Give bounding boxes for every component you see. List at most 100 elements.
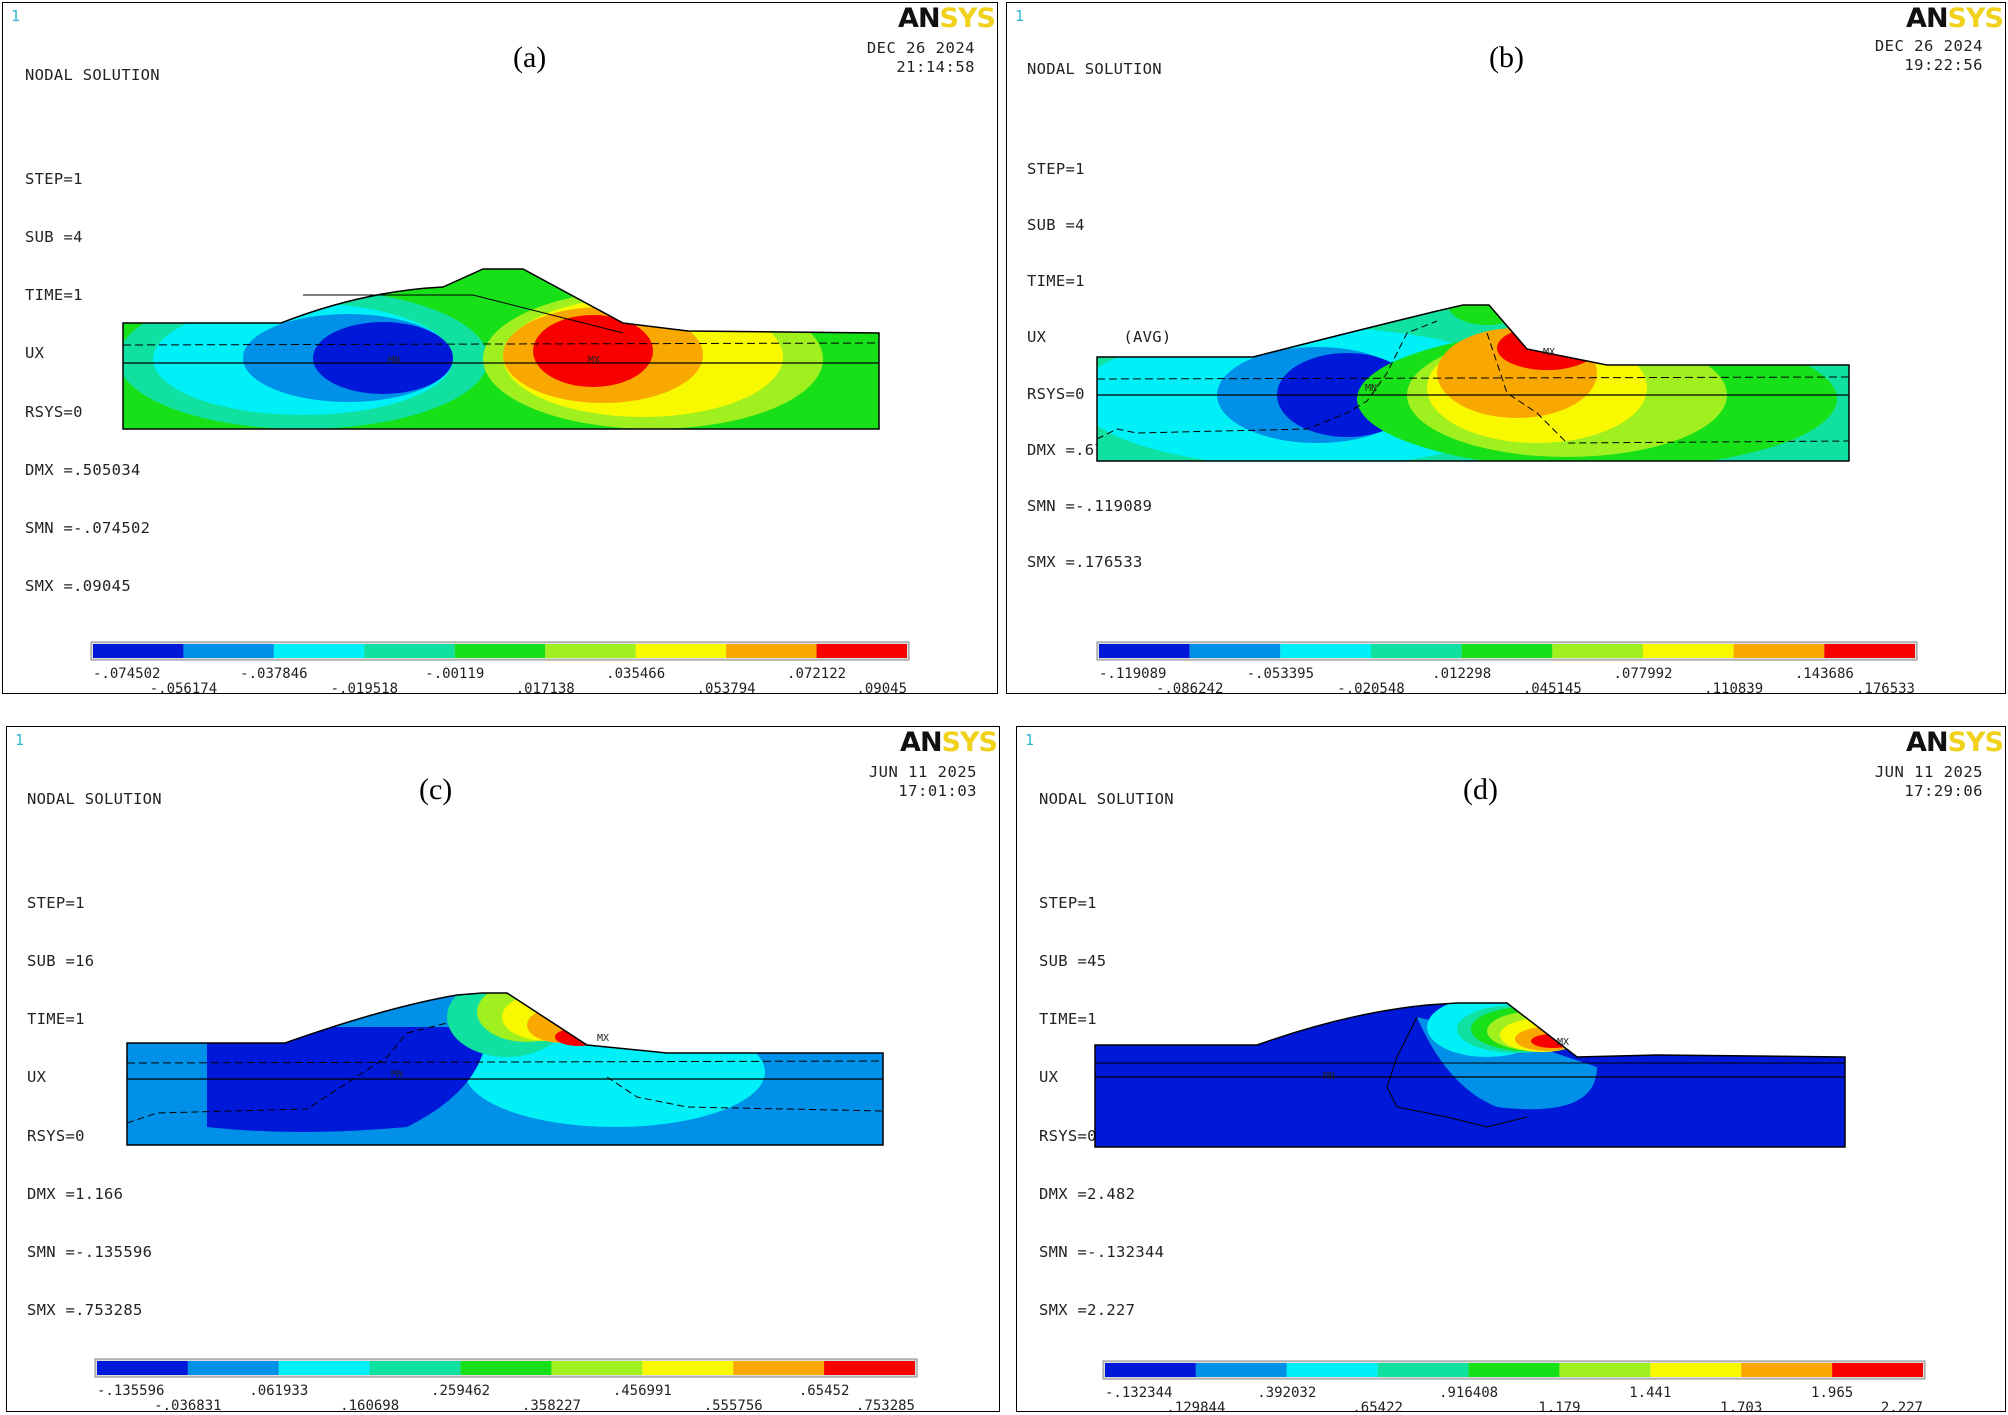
- clock-text: 21:14:58: [896, 58, 975, 76]
- legend-swatch: [460, 1361, 552, 1375]
- legend-swatch: [93, 644, 184, 658]
- legend-swatch: [1377, 1363, 1469, 1377]
- contour-plot: MN MX -.132344 .392032 .916408 1.441 1.965 .1…: [1094, 1002, 1926, 1412]
- legend-swatch: [635, 644, 727, 658]
- legend-tick-label: .916408: [1439, 1385, 1498, 1401]
- legend-tick-label: -.056174: [150, 681, 217, 694]
- date-text: DEC 26 2024: [866, 39, 975, 57]
- item-value: UX (AVG): [1027, 328, 1172, 347]
- min-marker: MN: [388, 355, 400, 366]
- legend-tick-label: -.00119: [425, 666, 484, 682]
- time-value: TIME=1: [27, 1010, 85, 1029]
- legend-swatch: [187, 1361, 279, 1375]
- legend-tick-label: .753285: [856, 1398, 915, 1412]
- legend-tick-label: .053794: [697, 681, 756, 694]
- sub-value: SUB =4: [1027, 216, 1085, 235]
- time-value: TIME=1: [1027, 272, 1085, 291]
- rsys-value: RSYS=0: [1039, 1126, 1097, 1145]
- legend-tick-label: .259462: [431, 1383, 490, 1399]
- dmx-value: DMX =1.166: [27, 1184, 124, 1203]
- legend-tick-label: .456991: [613, 1383, 672, 1399]
- legend-tick-label: -.036831: [154, 1398, 221, 1412]
- legend-tick-label: .072122: [787, 666, 846, 682]
- sub-value: SUB =45: [1039, 952, 1107, 971]
- smn-value: SMN =-.135596: [27, 1243, 153, 1262]
- legend-tick-label: 1.703: [1720, 1400, 1762, 1412]
- clock-text: 19:22:56: [1904, 56, 1983, 74]
- panel-d: 1 NODAL SOLUTION STEP=1 SUB =45 TIME=1 U…: [1016, 726, 2006, 1412]
- legend-swatch: [1741, 1363, 1833, 1377]
- legend-swatch: [369, 1361, 461, 1375]
- legend-tick-label: -.086242: [1156, 681, 1223, 694]
- legend-tick-label: .012298: [1432, 666, 1491, 682]
- legend-tick-label: .392032: [1257, 1385, 1316, 1401]
- smx-value: SMX =.176533: [1027, 553, 1143, 572]
- step-value: STEP=1: [25, 169, 83, 188]
- time-value: TIME=1: [25, 286, 83, 305]
- legend-swatch: [1105, 1363, 1196, 1377]
- legend-swatch: [1286, 1363, 1378, 1377]
- contour-plot: MN MX -.074502 -.037846 -.00119 .035466 .072…: [90, 268, 910, 694]
- legend-tick-label: -.119089: [1099, 666, 1166, 682]
- legend-tick-label: .555756: [704, 1398, 763, 1412]
- legend-swatch: [1468, 1363, 1560, 1377]
- color-legend: -.074502 -.037846 -.00119 .035466 .072122 -.0…: [90, 641, 910, 694]
- max-marker: MX: [1543, 347, 1555, 358]
- legend-swatch: [454, 644, 546, 658]
- step-value: STEP=1: [1027, 159, 1085, 178]
- legend-tick-label: .035466: [606, 666, 665, 682]
- window-number: 1: [1025, 731, 1035, 749]
- legend-tick-label: 1.179: [1538, 1400, 1580, 1412]
- color-legend: -.132344 .392032 .916408 1.441 1.965 .129844.…: [1102, 1360, 1926, 1412]
- timestamp: DEC 26 2024 19:22:56: [1875, 37, 1983, 75]
- timestamp: JUN 11 2025 17:29:06: [1875, 763, 1983, 801]
- panel-b: 1 NODAL SOLUTION STEP=1 SUB =4 TIME=1 UX…: [1006, 2, 2006, 694]
- min-marker: MN: [1323, 1071, 1335, 1082]
- legend-swatch: [1552, 644, 1643, 658]
- legend-swatch: [364, 644, 455, 658]
- legend-tick-label: .160698: [340, 1398, 399, 1412]
- sub-value: SUB =16: [27, 952, 95, 971]
- legend-tick-label: .129844: [1166, 1400, 1225, 1412]
- legend-swatch: [1371, 644, 1462, 658]
- clock-text: 17:29:06: [1904, 782, 1983, 800]
- solution-title: NODAL SOLUTION: [25, 65, 160, 84]
- rsys-value: RSYS=0: [27, 1126, 85, 1145]
- timestamp: DEC 26 2024 21:14:58: [867, 39, 975, 77]
- panel-c: 1 NODAL SOLUTION STEP=1 SUB =16 TIME=1 U…: [6, 726, 1000, 1412]
- legend-tick-label: .110839: [1704, 681, 1763, 694]
- legend-swatch: [551, 1361, 643, 1375]
- window-number: 1: [15, 731, 25, 749]
- window-number: 1: [11, 7, 21, 25]
- legend-tick-label: 1.441: [1629, 1385, 1671, 1401]
- smx-value: SMX =2.227: [1039, 1301, 1136, 1320]
- max-marker: MX: [588, 355, 600, 366]
- max-marker: MX: [1557, 1037, 1569, 1048]
- legend-tick-label: .045145: [1523, 681, 1582, 694]
- min-marker: MN: [391, 1069, 403, 1080]
- smn-value: SMN =-.119089: [1027, 497, 1153, 516]
- legend-tick-label: -.074502: [93, 666, 160, 682]
- legend-swatch: [1832, 1363, 1923, 1377]
- legend-tick-label: -.020548: [1337, 681, 1404, 694]
- panel-label: (a): [513, 41, 547, 74]
- legend-tick-label: -.132344: [1105, 1385, 1172, 1401]
- legend-tick-label: -.135596: [97, 1383, 164, 1399]
- legend-tick-label: .061933: [249, 1383, 308, 1399]
- dmx-value: DMX =2.482: [1039, 1184, 1136, 1203]
- contour-plot: MN MX -.135596 .061933 .259462 .456991 .6545…: [94, 992, 918, 1412]
- legend-tick-label: .65422: [1352, 1400, 1403, 1412]
- rsys-value: RSYS=0: [1027, 384, 1085, 403]
- panel-a: 1 NODAL SOLUTION STEP=1 SUB =4 TIME=1 UX…: [2, 2, 998, 694]
- dmx-value: DMX =.505034: [25, 460, 141, 479]
- date-text: DEC 26 2024: [1874, 37, 1983, 55]
- legend-swatch: [1189, 644, 1281, 658]
- step-value: STEP=1: [1039, 893, 1097, 912]
- legend-tick-label: -.053395: [1247, 666, 1314, 682]
- legend-swatch: [273, 644, 365, 658]
- legend-tick-label: .077992: [1613, 666, 1672, 682]
- date-text: JUN 11 2025: [1874, 763, 1983, 781]
- max-marker: MX: [597, 1033, 609, 1044]
- legend-swatch: [278, 1361, 370, 1375]
- date-text: JUN 11 2025: [868, 763, 977, 781]
